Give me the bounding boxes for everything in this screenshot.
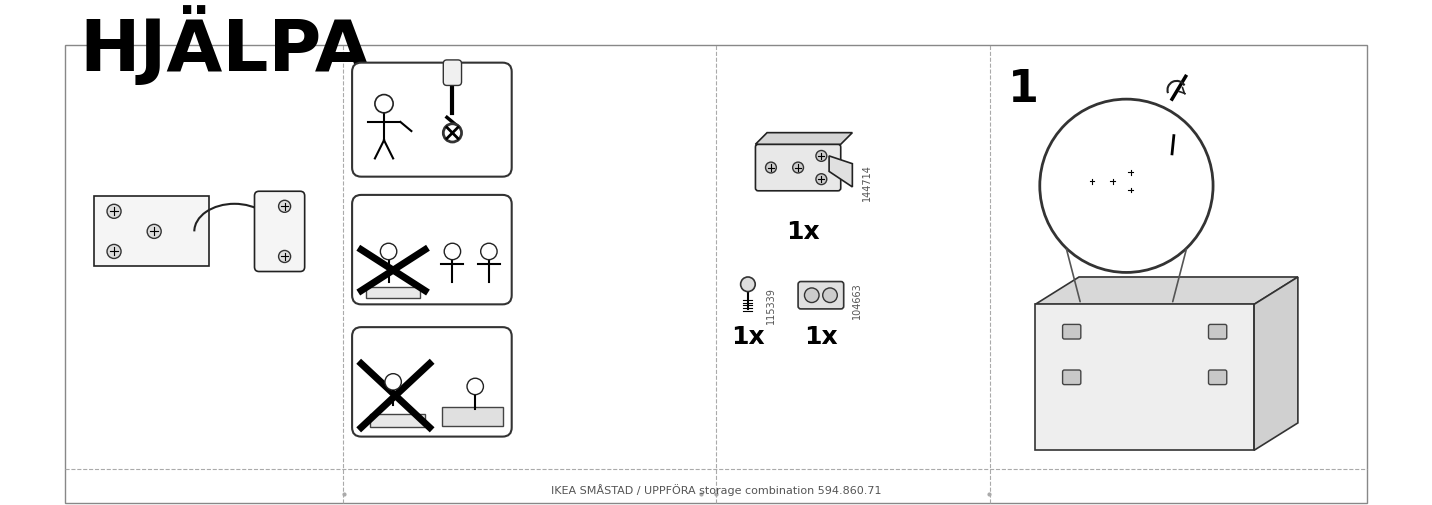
Polygon shape bbox=[1080, 155, 1154, 164]
Circle shape bbox=[444, 125, 461, 143]
Text: IKEA SMÅSTAD / UPPFÖRA storage combination 594.860.71: IKEA SMÅSTAD / UPPFÖRA storage combinati… bbox=[551, 483, 881, 494]
Circle shape bbox=[793, 163, 803, 174]
FancyBboxPatch shape bbox=[365, 287, 421, 298]
Polygon shape bbox=[1137, 173, 1154, 196]
Circle shape bbox=[444, 244, 461, 260]
FancyBboxPatch shape bbox=[64, 46, 1368, 503]
Circle shape bbox=[375, 95, 394, 114]
Circle shape bbox=[481, 244, 497, 260]
Text: 115339: 115339 bbox=[766, 286, 776, 323]
Circle shape bbox=[381, 244, 397, 260]
Circle shape bbox=[1127, 169, 1134, 177]
Circle shape bbox=[823, 288, 838, 303]
FancyBboxPatch shape bbox=[1063, 370, 1081, 385]
Polygon shape bbox=[756, 133, 852, 145]
Circle shape bbox=[107, 245, 122, 259]
Circle shape bbox=[107, 205, 122, 219]
FancyBboxPatch shape bbox=[442, 408, 504, 426]
Circle shape bbox=[467, 378, 484, 395]
Polygon shape bbox=[1254, 277, 1297, 450]
Circle shape bbox=[816, 151, 826, 162]
Circle shape bbox=[279, 201, 291, 213]
FancyBboxPatch shape bbox=[1080, 164, 1146, 199]
Text: 104663: 104663 bbox=[852, 282, 862, 319]
FancyBboxPatch shape bbox=[756, 145, 841, 191]
Circle shape bbox=[1108, 178, 1117, 186]
Circle shape bbox=[279, 251, 291, 263]
FancyBboxPatch shape bbox=[1063, 325, 1081, 339]
Text: 1: 1 bbox=[1008, 68, 1038, 111]
Circle shape bbox=[1127, 186, 1134, 195]
Circle shape bbox=[766, 163, 776, 174]
Polygon shape bbox=[1035, 277, 1297, 305]
Text: HJÄLPA: HJÄLPA bbox=[79, 7, 371, 86]
FancyBboxPatch shape bbox=[255, 192, 305, 272]
Circle shape bbox=[805, 288, 819, 303]
FancyBboxPatch shape bbox=[352, 328, 511, 437]
Circle shape bbox=[816, 174, 826, 185]
Circle shape bbox=[147, 225, 162, 239]
Circle shape bbox=[385, 374, 401, 390]
Polygon shape bbox=[829, 157, 852, 187]
FancyBboxPatch shape bbox=[1209, 370, 1227, 385]
FancyBboxPatch shape bbox=[798, 282, 843, 309]
Text: 1x: 1x bbox=[805, 325, 838, 348]
Circle shape bbox=[740, 277, 755, 292]
FancyBboxPatch shape bbox=[371, 414, 425, 428]
Circle shape bbox=[1040, 100, 1213, 273]
Text: 1x: 1x bbox=[786, 220, 819, 244]
Circle shape bbox=[1088, 178, 1095, 186]
FancyBboxPatch shape bbox=[444, 61, 461, 86]
Text: 1x: 1x bbox=[732, 325, 765, 348]
FancyBboxPatch shape bbox=[352, 195, 511, 305]
FancyBboxPatch shape bbox=[95, 197, 209, 267]
FancyBboxPatch shape bbox=[1209, 325, 1227, 339]
Polygon shape bbox=[1035, 305, 1254, 450]
Text: 144714: 144714 bbox=[862, 164, 872, 200]
FancyBboxPatch shape bbox=[352, 64, 511, 177]
